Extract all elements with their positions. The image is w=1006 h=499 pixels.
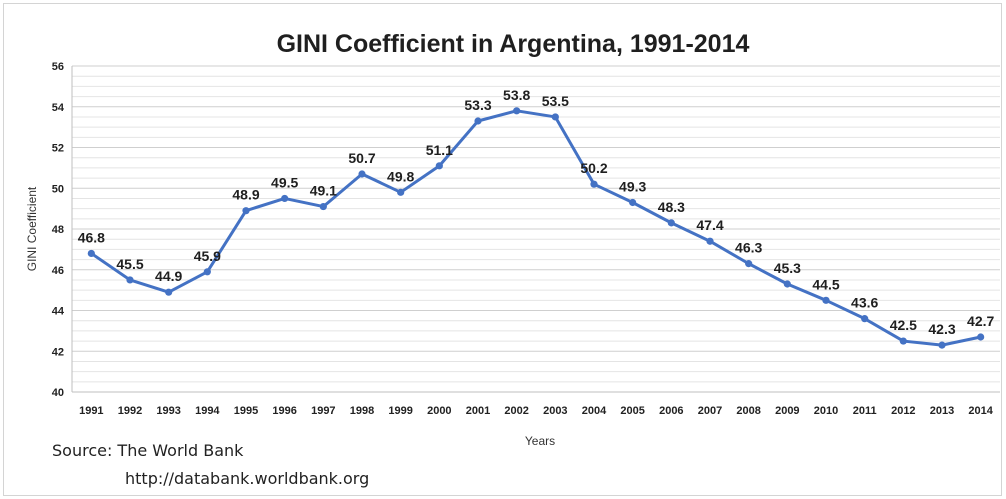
data-label: 45.5 <box>116 256 143 272</box>
x-tick-labels: 1991 1992 1993 1994 1995 1996 1997 1998 1999 2000… <box>79 405 994 417</box>
data-label: 53.5 <box>542 93 569 109</box>
x-tick-label: 2007 <box>698 405 722 417</box>
x-tick-label: 2008 <box>736 405 760 417</box>
data-label: 45.3 <box>774 260 801 276</box>
x-tick-label: 2011 <box>853 405 877 417</box>
x-tick-label: 1991 <box>79 405 103 417</box>
data-point <box>783 280 791 288</box>
x-tick-label: 2009 <box>775 405 799 417</box>
source-url: http://databank.worldbank.org <box>125 469 370 488</box>
y-tick-label: 44 <box>52 306 65 318</box>
data-point <box>165 288 173 296</box>
data-label: 53.3 <box>464 97 491 113</box>
data-point <box>551 113 559 121</box>
data-label: 49.5 <box>271 174 298 190</box>
data-points <box>87 107 985 349</box>
x-tick-label: 1997 <box>311 405 335 417</box>
y-axis-label: GINI Coefficient <box>25 186 39 271</box>
data-point <box>435 162 443 170</box>
x-tick-label: 2004 <box>582 405 607 417</box>
series-line <box>90 109 981 347</box>
data-point <box>397 188 405 196</box>
data-point <box>590 180 598 188</box>
data-point <box>667 219 675 227</box>
x-axis-label: Years <box>525 434 555 448</box>
x-tick-label: 2000 <box>427 405 451 417</box>
x-tick-label: 1999 <box>388 405 412 417</box>
data-label: 50.2 <box>580 160 607 176</box>
source-note: Source: The World Bank <box>52 441 244 460</box>
data-point <box>203 268 211 276</box>
data-point <box>745 260 753 268</box>
data-labels: 46.8 45.5 44.9 45.9 48.9 49.5 49.1 50.7 49.8 51.1… <box>78 87 995 337</box>
data-label: 46.3 <box>735 240 762 256</box>
y-tick-label: 46 <box>52 265 64 277</box>
data-point <box>629 198 637 207</box>
data-label: 42.7 <box>967 313 994 329</box>
data-label: 44.9 <box>155 268 182 284</box>
y-tick-label: 50 <box>52 183 64 195</box>
x-tick-label: 2013 <box>930 405 954 417</box>
data-point <box>822 296 830 304</box>
x-tick-label: 1995 <box>234 405 258 417</box>
data-point <box>358 170 366 178</box>
data-point <box>87 249 95 258</box>
data-label: 47.4 <box>696 217 723 233</box>
x-tick-label: 2014 <box>968 405 993 417</box>
data-label: 45.9 <box>194 248 221 264</box>
y-tick-label: 42 <box>52 346 64 358</box>
y-tick-label: 48 <box>52 224 64 236</box>
data-label: 50.7 <box>348 150 375 166</box>
x-tick-label: 1996 <box>272 405 296 417</box>
y-tick-label: 56 <box>52 61 64 73</box>
data-label: 42.5 <box>890 317 917 333</box>
data-point <box>126 276 134 284</box>
x-tick-label: 2006 <box>659 405 683 417</box>
x-tick-label: 2010 <box>814 405 838 417</box>
series-line-path <box>90 109 981 347</box>
x-tick-label: 2001 <box>466 405 490 417</box>
data-label: 48.3 <box>658 199 685 215</box>
x-tick-label: 2005 <box>620 405 644 417</box>
data-label: 42.3 <box>928 321 955 337</box>
data-label: 48.9 <box>232 187 259 203</box>
y-tick-label: 54 <box>52 102 65 114</box>
x-tick-label: 1992 <box>118 405 142 417</box>
data-label: 53.8 <box>503 87 530 103</box>
y-tick-labels: 40 42 44 46 48 50 52 54 56 <box>52 61 65 399</box>
x-tick-label: 2003 <box>543 405 567 417</box>
data-point <box>861 315 869 323</box>
x-tick-label: 2012 <box>891 405 915 417</box>
data-point <box>242 207 250 215</box>
data-point <box>977 333 985 341</box>
x-tick-label: 2002 <box>504 405 528 417</box>
chart-title: GINI Coefficient in Argentina, 1991-2014 <box>277 30 750 58</box>
data-label: 49.3 <box>619 179 646 195</box>
data-label: 44.5 <box>812 276 839 292</box>
x-tick-label: 1993 <box>156 405 180 417</box>
data-point <box>281 194 289 203</box>
data-point <box>938 341 946 349</box>
y-tick-label: 52 <box>52 143 64 155</box>
data-label: 46.8 <box>78 229 105 245</box>
data-point <box>474 117 482 125</box>
data-point <box>319 202 327 211</box>
data-point <box>706 237 714 245</box>
axes <box>71 66 1000 393</box>
x-tick-label: 1994 <box>195 405 220 417</box>
data-label: 49.8 <box>387 168 414 184</box>
y-tick-label: 40 <box>52 387 64 399</box>
data-label: 43.6 <box>851 295 878 311</box>
data-point <box>899 337 907 345</box>
data-label: 49.1 <box>310 183 337 199</box>
data-label: 51.1 <box>426 142 453 158</box>
x-tick-label: 1998 <box>350 405 374 417</box>
data-point <box>513 107 521 115</box>
